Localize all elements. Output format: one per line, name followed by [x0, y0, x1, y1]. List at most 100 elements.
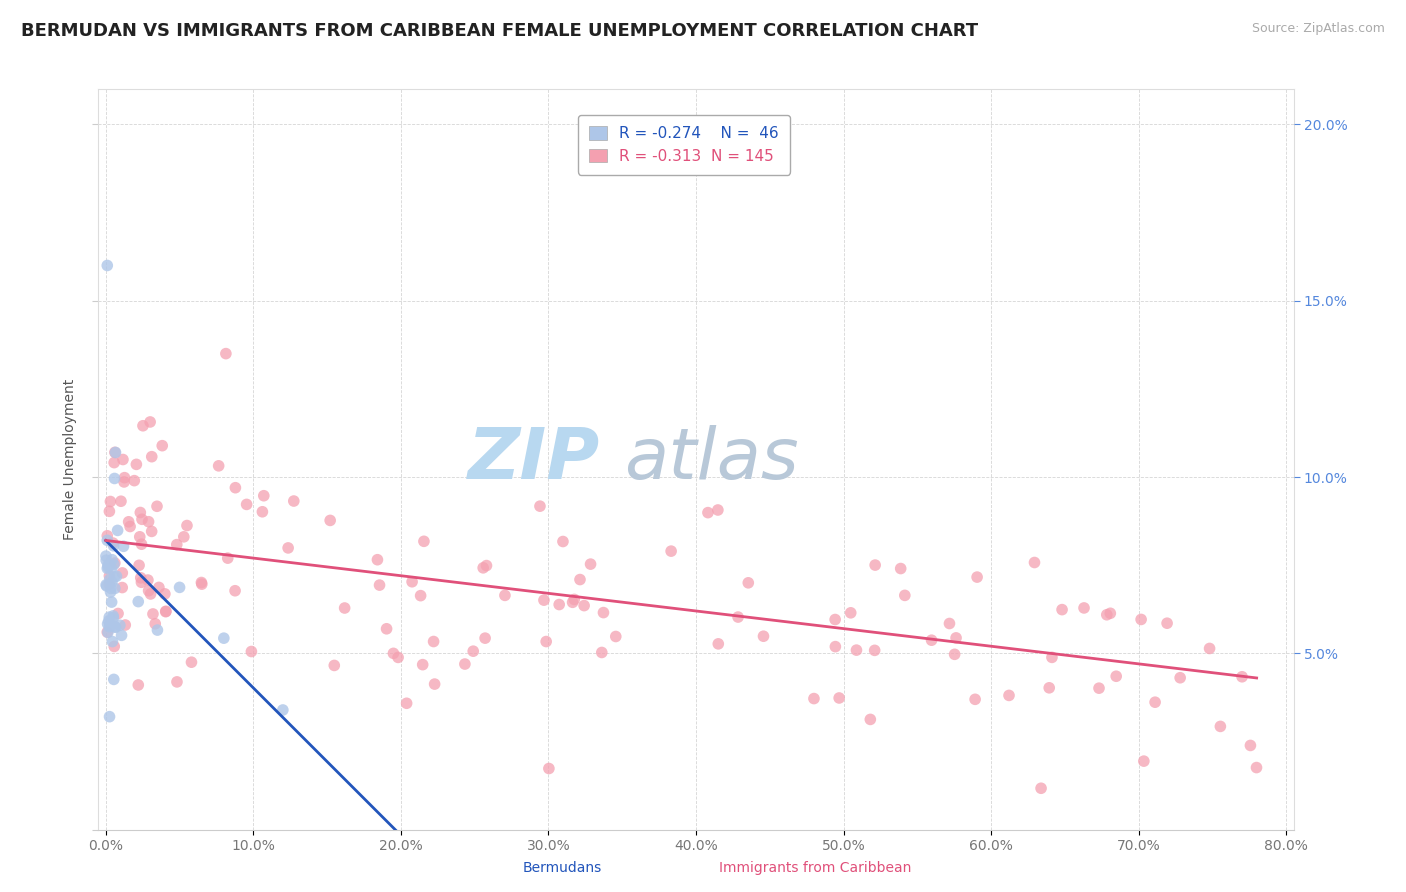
Point — [534, 634, 557, 648]
Point — [1198, 641, 1220, 656]
Point — [136, 573, 159, 587]
Point — [96, 259, 118, 273]
Point — [103, 558, 125, 572]
Text: Immigrants from Caribbean: Immigrants from Caribbean — [720, 862, 911, 875]
Point — [271, 703, 294, 717]
Point — [1168, 671, 1191, 685]
Point — [1095, 607, 1118, 622]
Point — [474, 631, 496, 645]
Point — [592, 606, 614, 620]
Point — [1209, 719, 1232, 733]
Point — [97, 560, 120, 574]
Point — [111, 452, 134, 467]
Point — [863, 643, 886, 657]
Point — [128, 558, 150, 573]
Point — [125, 458, 148, 472]
Point — [96, 625, 118, 640]
Point — [190, 575, 212, 590]
Point — [1246, 761, 1268, 775]
Point — [104, 620, 127, 634]
Point — [96, 579, 118, 593]
Point — [97, 625, 120, 640]
Point — [859, 713, 882, 727]
Point — [1029, 781, 1052, 796]
Point — [100, 494, 122, 508]
Point — [131, 575, 153, 590]
Point — [103, 570, 125, 584]
Point — [166, 674, 188, 689]
Point — [103, 610, 125, 624]
Point — [965, 692, 987, 706]
Point — [1239, 739, 1261, 753]
Text: Source: ZipAtlas.com: Source: ZipAtlas.com — [1251, 22, 1385, 36]
Point — [475, 558, 498, 573]
Point — [707, 503, 730, 517]
Point — [1105, 669, 1128, 683]
Point — [98, 577, 121, 591]
Point — [98, 569, 121, 583]
Point — [737, 575, 759, 590]
Point — [215, 346, 238, 360]
Point — [366, 552, 388, 566]
Text: ZIP: ZIP — [468, 425, 600, 494]
Point — [139, 587, 162, 601]
Point — [104, 445, 127, 459]
Point — [591, 645, 613, 659]
Point — [423, 677, 446, 691]
Point — [98, 620, 121, 634]
Point — [127, 678, 149, 692]
Point — [100, 595, 122, 609]
Point — [697, 506, 720, 520]
Point — [98, 573, 121, 587]
Point — [118, 515, 141, 529]
Point — [155, 604, 177, 618]
Point — [375, 622, 398, 636]
Point — [142, 607, 165, 621]
Point — [124, 474, 146, 488]
Point — [96, 533, 118, 548]
Point — [413, 534, 436, 549]
Point — [101, 608, 124, 623]
Point — [138, 583, 160, 598]
Point — [659, 544, 682, 558]
Point — [146, 623, 169, 637]
Point — [752, 629, 775, 643]
Point — [382, 646, 405, 660]
Point — [572, 599, 595, 613]
Point — [169, 580, 191, 594]
Point — [114, 618, 136, 632]
Point — [945, 631, 967, 645]
Point — [97, 617, 120, 632]
Point — [548, 598, 571, 612]
Point — [395, 696, 418, 710]
Point — [579, 557, 602, 571]
Point — [707, 637, 730, 651]
Point — [412, 657, 434, 672]
Point — [98, 709, 121, 723]
Point — [562, 592, 585, 607]
Point — [1230, 670, 1253, 684]
Point — [104, 582, 127, 596]
Point — [998, 689, 1021, 703]
Point — [94, 549, 117, 563]
Point — [529, 499, 551, 513]
Point — [224, 583, 246, 598]
Point — [454, 657, 477, 671]
Point — [240, 644, 263, 658]
Point — [422, 634, 444, 648]
Text: Bermudans: Bermudans — [523, 862, 602, 875]
Point — [96, 561, 118, 575]
Point — [217, 551, 239, 566]
Point — [569, 573, 592, 587]
Point — [107, 607, 129, 621]
Point — [463, 644, 485, 658]
Point — [1088, 681, 1111, 695]
Point — [120, 519, 142, 533]
Text: atlas: atlas — [624, 425, 799, 494]
Point — [409, 589, 432, 603]
Point — [533, 593, 555, 607]
Point — [1133, 754, 1156, 768]
Point — [180, 655, 202, 669]
Point — [114, 470, 136, 484]
Point — [727, 610, 749, 624]
